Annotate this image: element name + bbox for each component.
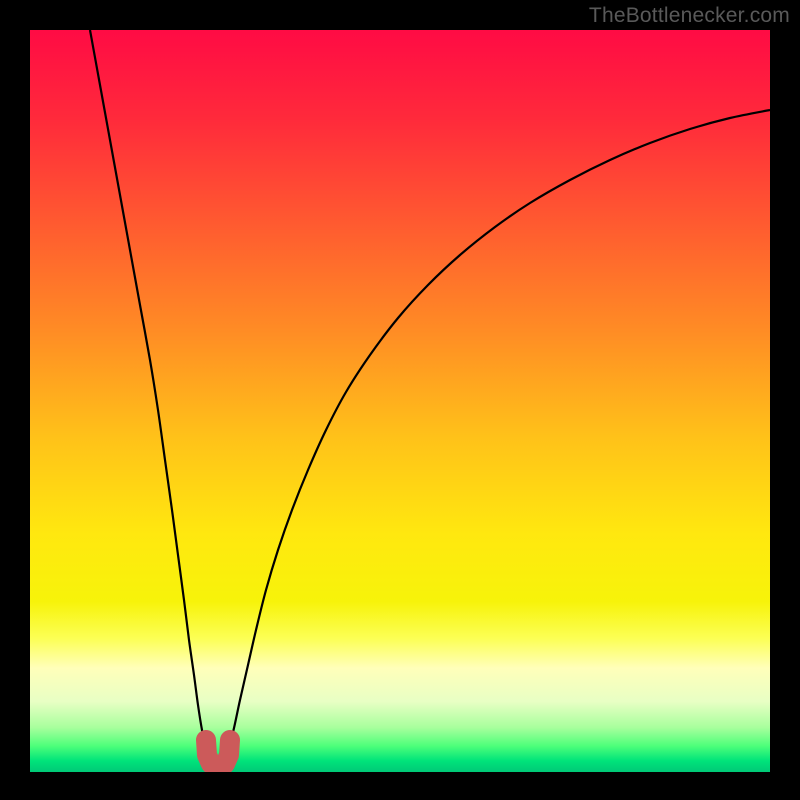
- gradient-plot-area: [30, 30, 770, 772]
- chart-svg: [0, 0, 800, 800]
- watermark-text: TheBottlenecker.com: [589, 4, 790, 28]
- bottleneck-chart: TheBottlenecker.com: [0, 0, 800, 800]
